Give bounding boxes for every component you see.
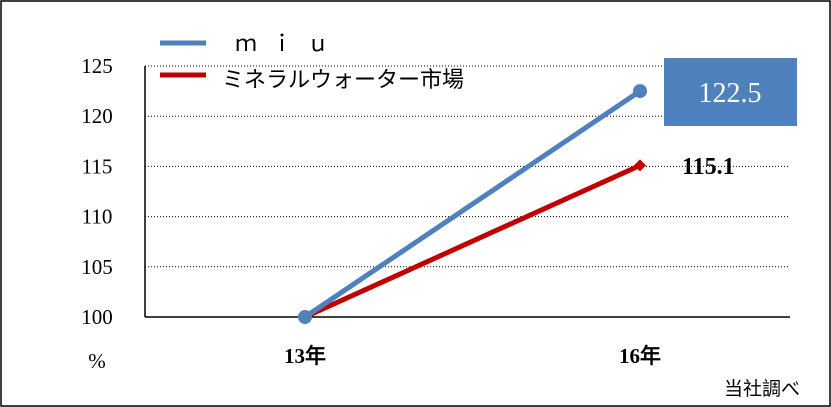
data-labels: 122.5 115.1 (664, 58, 797, 180)
legend-label-market: ミネラルウォーター市場 (222, 67, 464, 92)
x-tick-label-0: 13年 (284, 344, 326, 368)
y-tick-label-115: 115 (82, 154, 113, 178)
y-tick-label-100: 100 (81, 305, 113, 329)
data-label-miu: 122.5 (699, 78, 762, 109)
x-tick-labels: 13年 16年 (284, 344, 661, 368)
source-note: 当社調べ (724, 378, 800, 400)
series-layer (298, 84, 647, 324)
data-label-box-miu (664, 58, 797, 126)
series-line-1 (302, 162, 643, 320)
y-tick-label-125: 125 (81, 54, 113, 78)
series-line-0 (302, 88, 643, 320)
x-tick-label-1: 16年 (619, 344, 661, 368)
legend: ｍｉｕ ミネラルウォーター市場 (160, 31, 464, 92)
y-tick-label-105: 105 (81, 255, 113, 279)
data-point-s0-1 (633, 84, 647, 99)
y-tick-labels: 100 105 110 115 120 125 (81, 54, 113, 329)
y-axis-unit-label: % (88, 349, 106, 373)
y-tick-label-110: 110 (82, 205, 113, 229)
data-point-s1-1 (634, 159, 646, 172)
data-label-market: 115.1 (682, 154, 735, 180)
y-tick-label-120: 120 (81, 104, 113, 128)
legend-label-miu: ｍｉｕ (235, 31, 343, 56)
data-point-s0-0 (298, 310, 312, 324)
